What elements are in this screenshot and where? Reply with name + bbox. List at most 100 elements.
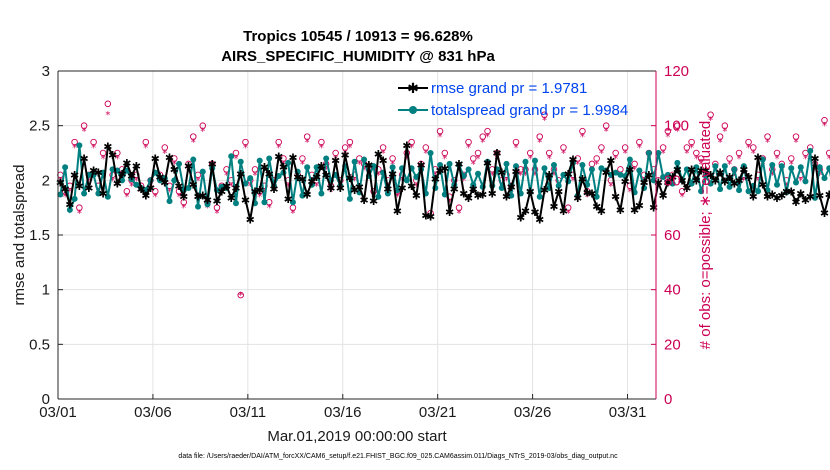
rmse-point: ✱ bbox=[777, 190, 786, 203]
totalspread-point bbox=[788, 165, 795, 172]
obs-evaluated-point: * bbox=[224, 170, 229, 181]
totalspread-point bbox=[531, 157, 538, 164]
obs-evaluated-point: * bbox=[661, 149, 666, 160]
obs-evaluated-point: * bbox=[252, 170, 257, 181]
totalspread-point bbox=[413, 174, 420, 181]
obs-possible-point bbox=[545, 149, 553, 157]
totalspread-point bbox=[204, 201, 211, 208]
obs-evaluated-point: * bbox=[803, 154, 808, 165]
rmse-point: ✱ bbox=[635, 199, 644, 212]
rmse-point: ✱ bbox=[706, 169, 715, 182]
rmse-point: ✱ bbox=[393, 205, 402, 218]
rmse-point: ✱ bbox=[284, 193, 293, 206]
rmse-point: ✱ bbox=[825, 189, 830, 202]
obs-possible-point bbox=[389, 155, 396, 162]
obs-possible-point bbox=[142, 138, 150, 146]
rmse-point: ✱ bbox=[255, 184, 264, 197]
obs-possible-point bbox=[479, 133, 487, 140]
obs-evaluated-point: * bbox=[134, 176, 139, 187]
obs-possible-point bbox=[726, 155, 733, 162]
obs-evaluated-point: * bbox=[585, 192, 590, 203]
obs-possible-point bbox=[526, 149, 534, 157]
rmse-point: ✱ bbox=[668, 171, 677, 184]
obs-evaluated-point: * bbox=[200, 127, 205, 138]
obs-evaluated-point: * bbox=[404, 154, 409, 165]
obs-possible-point bbox=[664, 127, 672, 135]
totalspread-point bbox=[702, 172, 709, 179]
rmse-point: ✱ bbox=[464, 192, 473, 205]
rmse-point: ✱ bbox=[355, 181, 364, 194]
obs-evaluated-point: * bbox=[395, 192, 400, 203]
rmse-point: ✱ bbox=[725, 171, 734, 184]
obs-evaluated-point: * bbox=[314, 181, 319, 192]
legend-rmse-marker: ✱ bbox=[407, 81, 419, 97]
totalspread-point bbox=[707, 180, 714, 187]
legend-rmse-label: rmse grand pr = 1.9781 bbox=[431, 80, 587, 97]
obs-possible-point bbox=[76, 204, 83, 211]
obs-possible-point bbox=[408, 138, 415, 146]
totalspread-point bbox=[498, 184, 505, 191]
rmse-point: ✱ bbox=[70, 169, 79, 182]
obs-evaluated-point: * bbox=[461, 176, 466, 187]
obs-evaluated-point: * bbox=[101, 154, 106, 165]
x-tick-label: 03/06 bbox=[134, 404, 172, 421]
obs-possible-point bbox=[821, 116, 828, 124]
rmse-point: ✱ bbox=[507, 181, 516, 194]
totalspread-point bbox=[793, 179, 800, 186]
obs-possible-point bbox=[750, 144, 757, 151]
totalspread-point bbox=[313, 164, 320, 171]
rmse-point: ✱ bbox=[198, 190, 207, 203]
rmse-point: ✱ bbox=[801, 194, 810, 207]
obs-possible-point bbox=[764, 133, 771, 140]
totalspread-point bbox=[645, 150, 652, 156]
obs-evaluated-point: * bbox=[139, 187, 144, 198]
rmse-point: ✱ bbox=[744, 171, 753, 184]
rmse-point: ✱ bbox=[602, 167, 611, 180]
obs-possible-point bbox=[564, 204, 572, 211]
obs-evaluated-point: * bbox=[319, 143, 324, 154]
obs-evaluated-point: * bbox=[665, 132, 670, 143]
rmse-point: ✱ bbox=[236, 168, 245, 181]
obs-possible-point bbox=[161, 144, 169, 151]
obs-evaluated-point: * bbox=[167, 187, 172, 198]
totalspread-point bbox=[797, 164, 804, 171]
rmse-point: ✱ bbox=[573, 192, 582, 205]
rmse-point: ✱ bbox=[592, 201, 601, 214]
obs-evaluated-point: * bbox=[561, 149, 566, 160]
totalspread-point bbox=[674, 159, 681, 166]
totalspread-point bbox=[171, 177, 178, 184]
obs-evaluated-point: * bbox=[504, 176, 509, 187]
totalspread-point bbox=[588, 166, 595, 173]
rmse-point: ✱ bbox=[815, 190, 824, 203]
obs-evaluated-point: * bbox=[328, 187, 333, 198]
y-tick-label-right: 80 bbox=[664, 172, 681, 189]
obs-possible-point bbox=[303, 133, 311, 140]
rmse-point: ✱ bbox=[79, 152, 88, 165]
obs-evaluated-point: * bbox=[91, 143, 96, 154]
obs-evaluated-point: * bbox=[528, 154, 533, 165]
obs-possible-point bbox=[114, 149, 121, 157]
obs-possible-point bbox=[422, 144, 430, 151]
obs-evaluated-point: * bbox=[357, 159, 362, 170]
obs-possible-point bbox=[602, 122, 610, 129]
obs-evaluated-point: * bbox=[347, 143, 352, 154]
obs-evaluated-point: * bbox=[352, 176, 357, 187]
totalspread-point bbox=[688, 180, 695, 187]
chart-title-line1: Tropics 10545 / 10913 = 96.628% bbox=[243, 28, 473, 45]
totalspread-point bbox=[778, 163, 785, 170]
totalspread-point bbox=[370, 163, 377, 170]
totalspread-point bbox=[740, 163, 747, 170]
rmse-point: ✱ bbox=[416, 159, 425, 172]
rmse-point: ✱ bbox=[208, 158, 217, 171]
obs-evaluated-point: * bbox=[442, 154, 447, 165]
obs-evaluated-point: * bbox=[153, 192, 158, 203]
rmse-point: ✱ bbox=[326, 182, 335, 195]
obs-evaluated-point: * bbox=[110, 176, 115, 187]
legend-spread-marker bbox=[409, 106, 417, 114]
obs-evaluated-point: * bbox=[324, 165, 329, 176]
rmse-point: ✱ bbox=[170, 163, 179, 176]
y-tick-label-right: 60 bbox=[664, 227, 681, 244]
obs-evaluated-point: * bbox=[381, 149, 386, 160]
rmse-point: ✱ bbox=[625, 163, 634, 176]
obs-evaluated-point: * bbox=[570, 176, 575, 187]
